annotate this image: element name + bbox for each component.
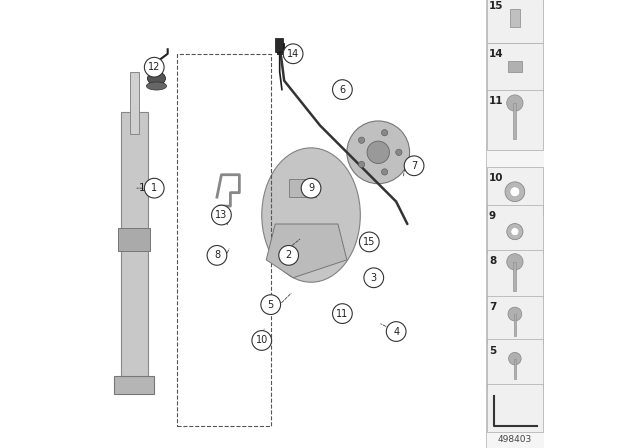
Circle shape (367, 141, 390, 164)
Circle shape (207, 246, 227, 265)
Text: 3: 3 (371, 273, 377, 283)
Bar (118, 228, 150, 251)
Text: 15: 15 (363, 237, 376, 247)
Text: 4: 4 (393, 327, 399, 336)
Text: 498403: 498403 (498, 435, 532, 444)
Text: 5: 5 (489, 346, 496, 356)
Circle shape (505, 182, 525, 202)
Circle shape (507, 224, 523, 240)
Bar (509, 9, 520, 27)
Text: 14: 14 (489, 49, 504, 59)
Text: 7: 7 (489, 302, 496, 312)
Text: 13: 13 (215, 210, 228, 220)
Bar (508, 61, 522, 72)
Circle shape (509, 352, 521, 365)
Circle shape (145, 178, 164, 198)
Text: 10: 10 (255, 336, 268, 345)
Circle shape (381, 129, 388, 136)
Bar (513, 103, 516, 139)
Text: 1: 1 (151, 183, 157, 193)
Text: 8: 8 (489, 256, 496, 266)
Circle shape (284, 44, 303, 64)
Text: 9: 9 (489, 211, 496, 221)
Circle shape (261, 295, 280, 314)
Circle shape (333, 80, 352, 99)
Text: 10: 10 (489, 173, 504, 183)
Circle shape (507, 254, 523, 270)
Bar (513, 358, 516, 379)
FancyBboxPatch shape (486, 167, 543, 215)
Circle shape (252, 331, 271, 350)
Bar (121, 112, 148, 390)
Circle shape (404, 156, 424, 176)
Polygon shape (266, 224, 347, 278)
Ellipse shape (147, 82, 166, 90)
FancyBboxPatch shape (486, 0, 543, 43)
Ellipse shape (262, 148, 360, 282)
Circle shape (364, 268, 383, 288)
Text: 8: 8 (214, 250, 220, 260)
FancyBboxPatch shape (486, 250, 543, 298)
Bar (486, 0, 544, 448)
Circle shape (381, 169, 388, 175)
Bar (114, 376, 154, 394)
Bar (289, 179, 316, 197)
Circle shape (358, 137, 365, 143)
Circle shape (145, 57, 164, 77)
Circle shape (333, 304, 352, 323)
FancyBboxPatch shape (486, 296, 543, 344)
FancyBboxPatch shape (486, 205, 543, 253)
Circle shape (279, 246, 298, 265)
Circle shape (301, 178, 321, 198)
Circle shape (347, 121, 410, 184)
FancyBboxPatch shape (486, 339, 543, 388)
Bar (278, 43, 284, 54)
Text: 7: 7 (411, 161, 417, 171)
Circle shape (387, 322, 406, 341)
FancyBboxPatch shape (486, 90, 543, 150)
Ellipse shape (148, 72, 166, 85)
Bar (513, 314, 516, 336)
Circle shape (511, 228, 519, 236)
Text: 14: 14 (287, 49, 300, 59)
Circle shape (212, 205, 231, 225)
Text: 15: 15 (489, 1, 504, 11)
Bar (177, 54, 271, 426)
Bar (513, 262, 516, 291)
Bar (130, 72, 139, 134)
Circle shape (396, 149, 402, 155)
FancyBboxPatch shape (486, 43, 543, 91)
Circle shape (358, 161, 365, 168)
Text: 2: 2 (285, 250, 292, 260)
Bar (275, 38, 284, 52)
Circle shape (360, 232, 379, 252)
Text: 6: 6 (339, 85, 346, 95)
Text: 12: 12 (148, 62, 161, 72)
Text: 9: 9 (308, 183, 314, 193)
Text: 5: 5 (268, 300, 274, 310)
Text: 1: 1 (139, 183, 145, 193)
Circle shape (510, 187, 520, 197)
FancyBboxPatch shape (486, 384, 543, 432)
Text: 11: 11 (489, 96, 504, 106)
Text: 11: 11 (336, 309, 349, 319)
Circle shape (508, 307, 522, 321)
Circle shape (507, 95, 523, 111)
